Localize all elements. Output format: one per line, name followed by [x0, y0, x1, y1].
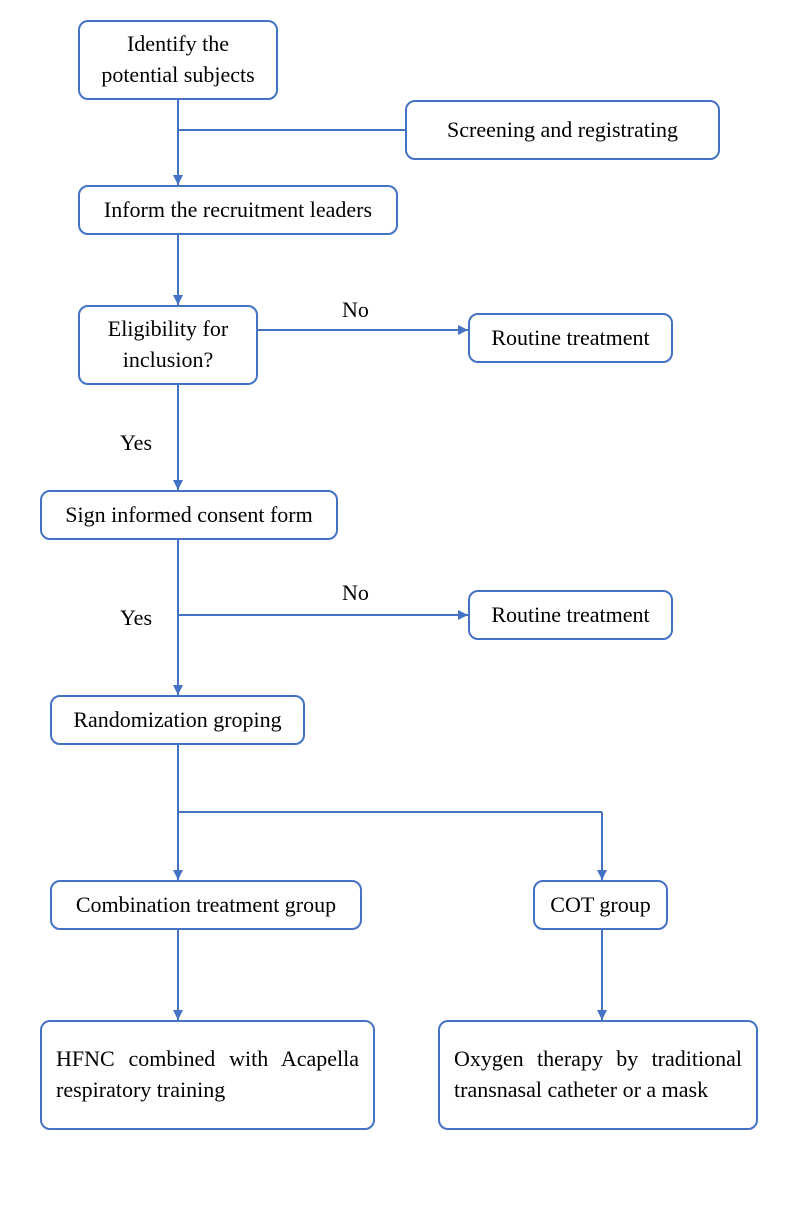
- node-label: Sign informed consent form: [65, 500, 312, 531]
- node-identify: Identify the potential subjects: [78, 20, 278, 100]
- node-hfnc: HFNC combined with Acapella respiratory …: [40, 1020, 375, 1130]
- node-label: Eligibility for inclusion?: [94, 314, 242, 376]
- node-routine1: Routine treatment: [468, 313, 673, 363]
- node-routine2: Routine treatment: [468, 590, 673, 640]
- node-combo: Combination treatment group: [50, 880, 362, 930]
- edge-label-text: No: [342, 580, 369, 605]
- edge-label-text: Yes: [120, 430, 152, 455]
- node-label: Routine treatment: [491, 323, 649, 354]
- node-inform: Inform the recruitment leaders: [78, 185, 398, 235]
- edge-label-yes2: Yes: [120, 605, 152, 631]
- node-eligibility: Eligibility for inclusion?: [78, 305, 258, 385]
- node-oxygen: Oxygen therapy by traditional transnasal…: [438, 1020, 758, 1130]
- node-label: Combination treatment group: [76, 890, 336, 921]
- node-label: Randomization groping: [73, 705, 281, 736]
- node-label: Oxygen therapy by traditional transnasal…: [454, 1044, 742, 1106]
- node-consent: Sign informed consent form: [40, 490, 338, 540]
- edge-label-text: Yes: [120, 605, 152, 630]
- node-label: HFNC combined with Acapella respiratory …: [56, 1044, 359, 1106]
- edge-label-yes1: Yes: [120, 430, 152, 456]
- node-label: Screening and registrating: [447, 115, 678, 146]
- node-screening: Screening and registrating: [405, 100, 720, 160]
- edge-label-text: No: [342, 297, 369, 322]
- edge-label-no2: No: [342, 580, 369, 606]
- node-label: Identify the potential subjects: [94, 29, 262, 91]
- node-label: Routine treatment: [491, 600, 649, 631]
- node-label: Inform the recruitment leaders: [104, 195, 372, 226]
- node-random: Randomization groping: [50, 695, 305, 745]
- edge-label-no1: No: [342, 297, 369, 323]
- node-cot: COT group: [533, 880, 668, 930]
- node-label: COT group: [550, 890, 650, 921]
